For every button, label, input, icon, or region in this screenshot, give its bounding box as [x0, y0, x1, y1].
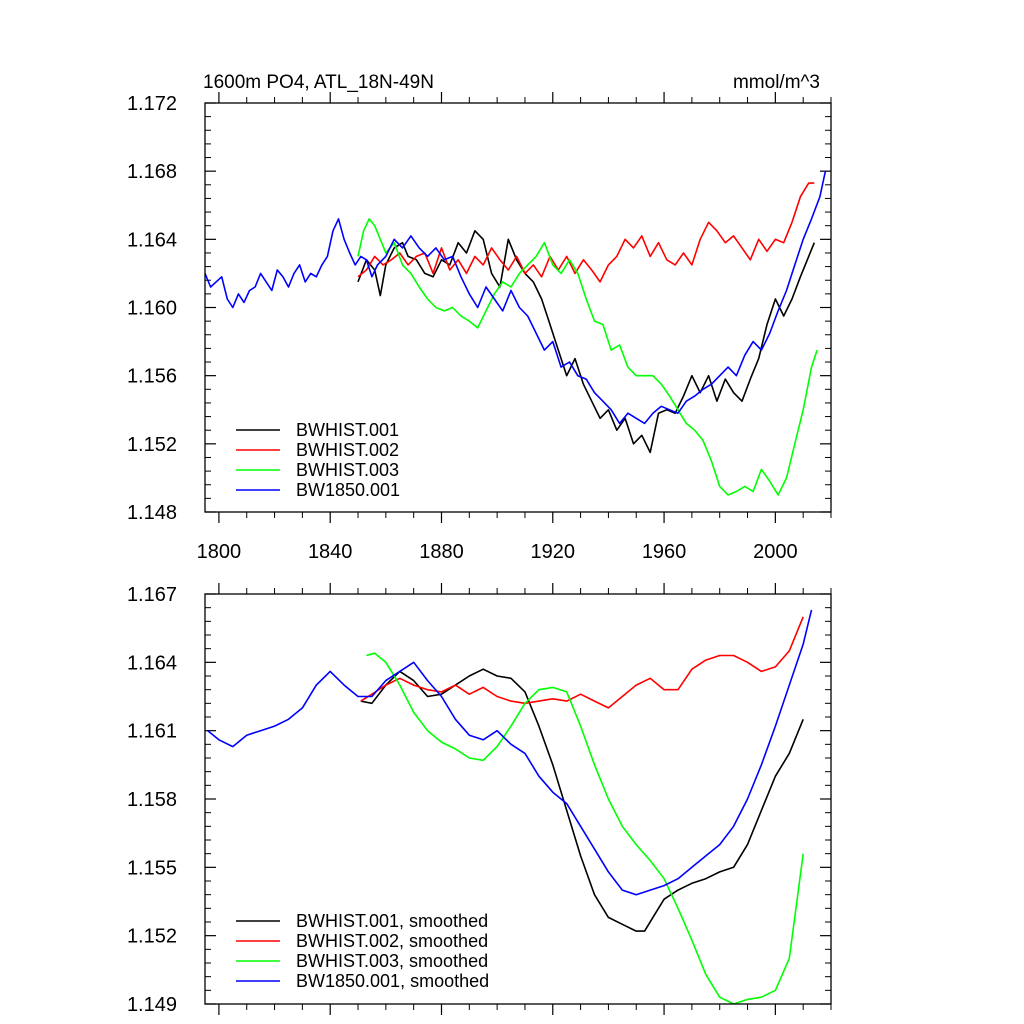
x-tick-label: 1800	[197, 541, 242, 563]
chart-bottom: 1.149 1.152 1.155 1.158 1.161 1.164 1.167 BWHIS…	[127, 583, 832, 1016]
legend-label: BWHIST.001, smoothed	[296, 911, 488, 931]
plot-frame	[204, 102, 832, 513]
legend-label: BWHIST.002	[296, 440, 399, 460]
x-tick-label: 2000	[753, 541, 798, 563]
series-line	[357, 218, 818, 496]
y-tick-label: 1.172	[127, 93, 177, 115]
chart-top: 1600m PO4, ATL_18N-49N mmol/m^3 1.148 1.1…	[127, 72, 832, 563]
y-tick-label: 1.164	[127, 229, 177, 251]
series-line	[207, 609, 813, 896]
top-chart-title: 1600m PO4, ATL_18N-49N	[203, 72, 434, 93]
legend-label: BW1850.001	[296, 480, 400, 500]
series-line	[205, 171, 827, 425]
y-tick-label: 1.156	[127, 366, 177, 388]
x-tick-label: 1960	[642, 541, 687, 563]
top-chart-units: mmol/m^3	[733, 72, 820, 93]
series-line	[360, 668, 804, 932]
y-tick-label: 1.168	[127, 161, 177, 183]
legend-label: BWHIST.003	[296, 460, 399, 480]
y-tick-label: 1.164	[127, 652, 177, 674]
series-line	[366, 652, 804, 1004]
x-tick-label: 1920	[531, 541, 576, 563]
x-tick-label: 1880	[419, 541, 464, 563]
legend-label: BW1850.001, smoothed	[296, 971, 489, 991]
series-line	[357, 182, 815, 283]
y-tick-label: 1.160	[127, 298, 177, 320]
y-tick-label: 1.152	[127, 926, 177, 948]
y-tick-label: 1.148	[127, 502, 177, 524]
series-line	[357, 230, 816, 454]
series-line	[360, 616, 804, 709]
y-tick-label: 1.155	[127, 857, 177, 879]
y-tick-label: 1.152	[127, 434, 177, 456]
y-tick-label: 1.158	[127, 789, 177, 811]
legend-label: BWHIST.003, smoothed	[296, 951, 488, 971]
legend-label: BWHIST.002, smoothed	[296, 931, 488, 951]
plot-frame	[204, 593, 832, 1005]
x-tick-label: 1840	[308, 541, 353, 563]
y-tick-label: 1.161	[127, 721, 177, 743]
y-tick-label: 1.167	[127, 584, 177, 606]
legend-label: BWHIST.001	[296, 420, 399, 440]
y-tick-label: 1.149	[127, 994, 177, 1016]
